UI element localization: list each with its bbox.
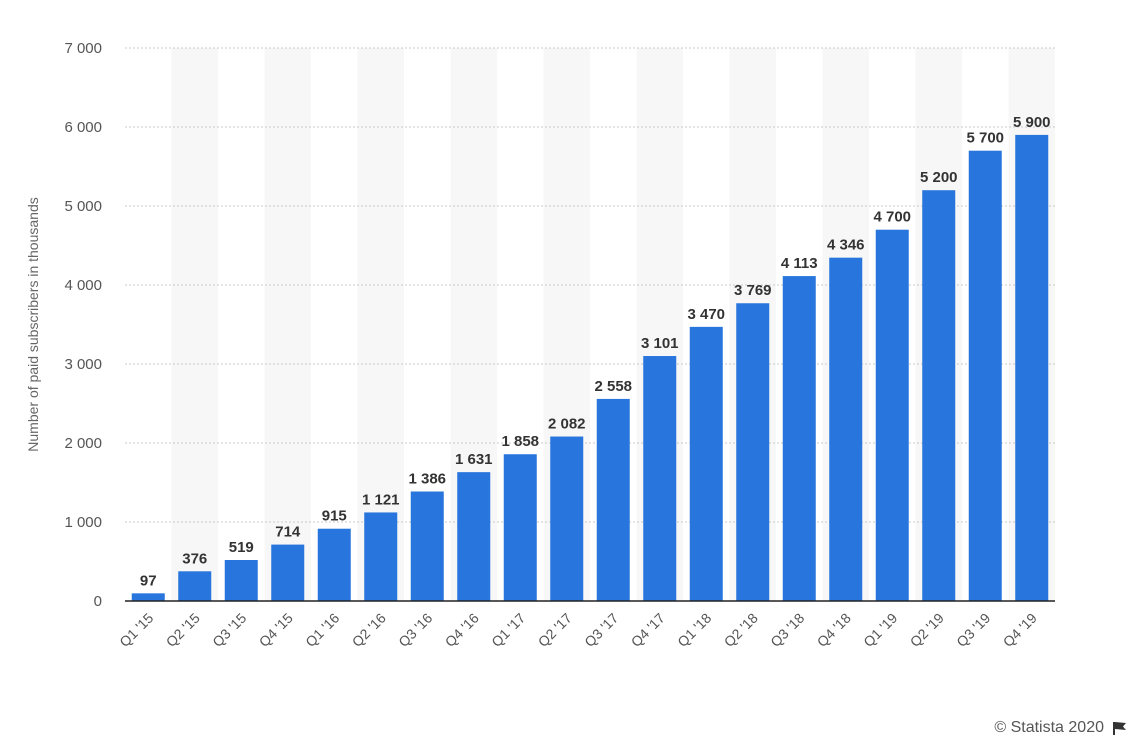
x-tick-label: Q1 '18: [674, 610, 714, 650]
bar: [875, 229, 909, 601]
bar: [364, 512, 398, 601]
x-tick-label: Q4 '15: [256, 610, 296, 650]
y-tick-label: 5 000: [64, 198, 102, 215]
data-label: 915: [322, 508, 347, 525]
bar: [829, 257, 863, 601]
data-label: 3 101: [641, 335, 679, 352]
data-label: 4 113: [781, 255, 818, 272]
bar: [596, 398, 630, 601]
band: [264, 48, 311, 601]
data-label: 519: [229, 539, 254, 556]
data-labels: 97 376 519 714 915 1 121 1 386 1 631 1 858 2 082 2…: [140, 114, 1051, 589]
x-tick-label: Q2 '15: [163, 610, 203, 650]
x-tick-label: Q2 '17: [535, 610, 575, 650]
bar: [1015, 134, 1049, 601]
data-label: 5 200: [920, 169, 958, 186]
bar: [410, 491, 444, 601]
data-label: 5 900: [1013, 114, 1051, 131]
data-label: 3 470: [687, 306, 725, 323]
bar: [224, 559, 258, 601]
data-label: 3 769: [734, 282, 772, 299]
data-label: 1 121: [362, 491, 400, 508]
data-label: 1 858: [501, 433, 539, 450]
x-tick-label: Q1 '19: [860, 610, 900, 650]
x-tick-label: Q1 '15: [116, 610, 156, 650]
y-tick-label: 1 000: [64, 514, 102, 531]
x-tick-label: Q4 '18: [814, 610, 854, 650]
x-axis-ticks: Q1 '15 Q2 '15 Q3 '15 Q4 '15 Q1 '16 Q2 '16 Q3 '…: [116, 610, 1040, 650]
y-tick-label: 6 000: [64, 119, 102, 136]
x-tick-label: Q2 '16: [349, 610, 389, 650]
x-tick-label: Q4 '19: [1000, 610, 1040, 650]
credit-text: © Statista 2020: [994, 719, 1104, 736]
bar: [782, 276, 816, 601]
y-axis-ticks: 0 1 000 2 000 3 000 4 000 5 000 6 000 7 000: [64, 40, 102, 610]
bar: [736, 303, 770, 601]
bar: [643, 356, 677, 601]
y-tick-label: 3 000: [64, 356, 102, 373]
data-label: 4 700: [873, 209, 911, 226]
band: [357, 48, 404, 601]
y-tick-label: 4 000: [64, 277, 102, 294]
x-tick-label: Q3 '15: [209, 610, 249, 650]
data-label: 97: [140, 572, 157, 589]
x-tick-label: Q3 '19: [953, 610, 993, 650]
bar: [689, 326, 723, 601]
y-axis-title: Number of paid subscribers in thousands: [25, 197, 41, 451]
data-label: 4 346: [827, 237, 865, 254]
bar: [131, 593, 165, 601]
x-tick-label: Q1 '17: [488, 610, 528, 650]
x-tick-label: Q4 '16: [442, 610, 482, 650]
x-tick-label: Q4 '17: [628, 610, 668, 650]
data-label: 5 700: [966, 130, 1004, 147]
x-tick-label: Q2 '18: [721, 610, 761, 650]
y-tick-label: 2 000: [64, 435, 102, 452]
band: [171, 48, 218, 601]
x-tick-label: Q2 '19: [907, 610, 947, 650]
flag-icon[interactable]: [1112, 721, 1128, 735]
data-label: 1 631: [455, 451, 493, 468]
y-tick-label: 0: [94, 593, 102, 610]
y-tick-label: 7 000: [64, 40, 102, 57]
x-tick-label: Q1 '16: [302, 610, 342, 650]
bar: [550, 436, 584, 601]
bar: [457, 472, 491, 601]
bar: [922, 190, 956, 601]
data-label: 1 386: [408, 471, 446, 488]
statista-credit[interactable]: © Statista 2020: [994, 719, 1128, 737]
data-label: 2 082: [548, 416, 586, 433]
data-label: 376: [182, 550, 207, 567]
bar: [178, 571, 212, 601]
x-tick-label: Q3 '16: [395, 610, 435, 650]
x-tick-label: Q3 '18: [767, 610, 807, 650]
bar: [317, 528, 351, 601]
x-tick-label: Q3 '17: [581, 610, 621, 650]
data-label: 2 558: [594, 378, 632, 395]
bar: [503, 454, 537, 601]
bars: [131, 134, 1049, 601]
bar: [968, 150, 1002, 601]
data-label: 714: [275, 524, 301, 541]
gridlines: [125, 47, 1055, 523]
bar: [271, 544, 305, 601]
